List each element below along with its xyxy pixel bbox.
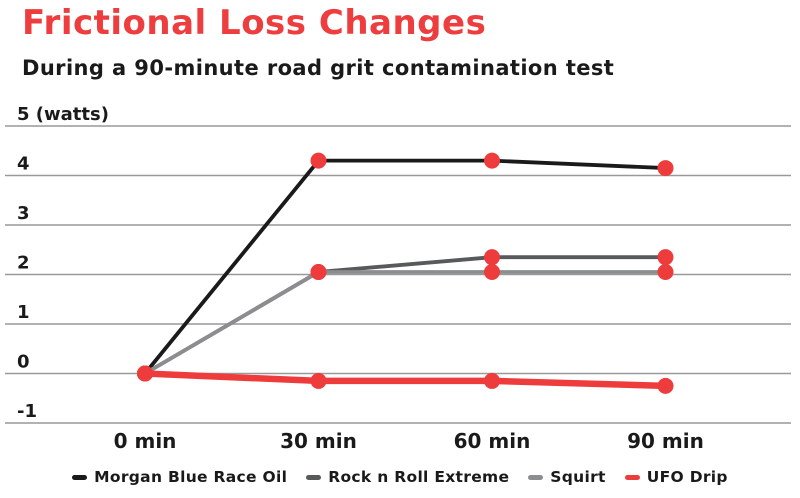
y-tick-label: 0	[17, 352, 30, 373]
y-tick-label: -1	[17, 401, 37, 422]
data-point-ufo-drip-1	[310, 372, 327, 389]
x-tick-label: 30 min	[280, 429, 357, 453]
series-line-morgan-blue-race-oil	[143, 158, 666, 375]
data-point-ufo-drip-2	[484, 372, 500, 389]
data-point-ufo-drip-0	[137, 365, 153, 382]
legend-item-morgan-blue-race-oil: Morgan Blue Race Oil	[72, 468, 287, 486]
legend-item-rock-n-roll-extreme: Rock n Roll Extreme	[306, 468, 509, 486]
x-tick-label: 90 min	[627, 429, 704, 453]
legend-item-ufo-drip: UFO Drip	[624, 468, 728, 486]
legend: Morgan Blue Race Oil Rock n Roll Extreme S…	[0, 462, 800, 492]
chart-subtitle: During a 90-minute road grit contaminati…	[22, 56, 615, 80]
y-tick-label: 3	[17, 203, 30, 224]
y-tick-label: 1	[17, 302, 30, 323]
x-tick-label: 0 min	[114, 429, 177, 453]
legend-dash-icon	[72, 474, 88, 480]
x-tick-label: 60 min	[454, 429, 531, 453]
chart-canvas: 5 (watts) 4 3 2 1 0 -1 0 min 30 min 60 min 90 min	[5, 104, 791, 453]
y-tick-label: 4	[17, 154, 30, 175]
data-point-rock-n-roll-extreme-3	[657, 249, 674, 266]
y-tick-label: 5 (watts)	[17, 104, 109, 125]
legend-dash-icon	[528, 474, 544, 480]
chart-title: Frictional Loss Changes	[22, 3, 487, 43]
data-point-ufo-drip-3	[657, 377, 674, 394]
y-tick-label: 2	[17, 253, 30, 274]
data-point-squirt-2	[484, 264, 500, 281]
legend-label: Rock n Roll Extreme	[328, 468, 510, 486]
legend-label: Morgan Blue Race Oil	[94, 468, 288, 486]
series-line-squirt	[144, 270, 666, 376]
series-line-ufo-drip	[144, 370, 666, 390]
legend-label: Squirt	[550, 468, 606, 486]
data-point-rock-n-roll-extreme-2	[484, 249, 500, 266]
legend-dash-icon	[306, 474, 322, 480]
data-point-squirt-1	[310, 264, 327, 281]
data-point-morgan-blue-race-oil-3	[657, 160, 674, 177]
legend-label: UFO Drip	[646, 468, 728, 486]
data-point-squirt-3	[657, 264, 674, 281]
legend-item-squirt: Squirt	[528, 468, 605, 486]
data-point-morgan-blue-race-oil-1	[310, 152, 327, 169]
data-point-morgan-blue-race-oil-2	[484, 152, 500, 169]
legend-dash-icon	[624, 474, 640, 480]
